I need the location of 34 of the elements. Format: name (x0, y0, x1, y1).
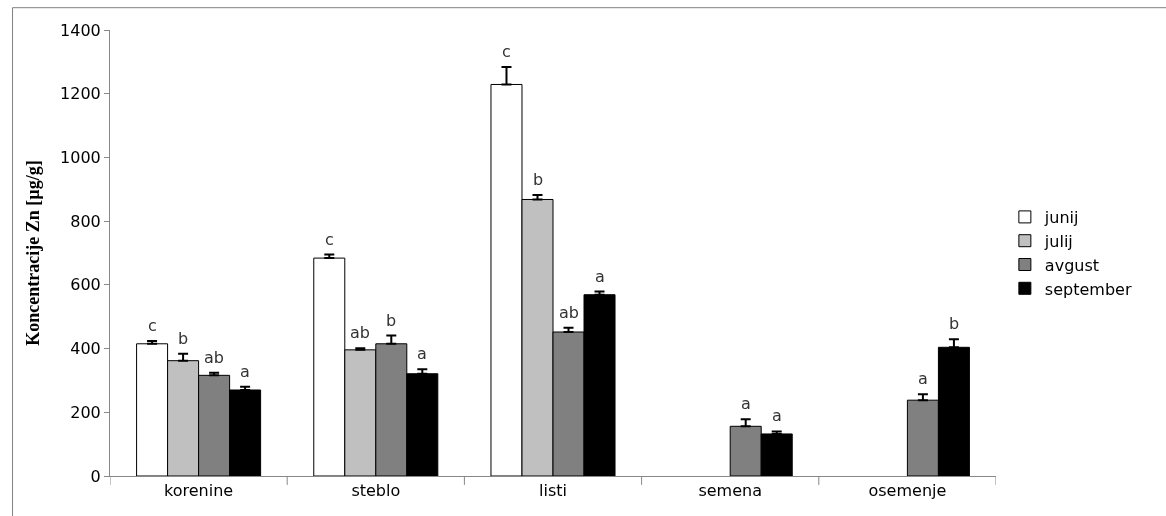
y-tick-label: 200 (70, 402, 101, 422)
data-label: b (178, 329, 189, 348)
y-tick-label: 1400 (60, 20, 101, 40)
data-label: c (502, 42, 511, 61)
y-tick-label: 0 (90, 466, 101, 486)
y-axis-title: Koncentracije Zn [µg/g] (23, 160, 44, 346)
data-label: ab (350, 323, 370, 342)
data-label: ab (204, 348, 224, 367)
legend-label: julij (1043, 231, 1073, 251)
data-label: a (595, 267, 605, 286)
data-label: c (325, 230, 334, 249)
data-label: a (918, 369, 928, 388)
legend-label: junij (1043, 208, 1079, 228)
x-tick-label: korenine (164, 481, 234, 501)
x-tick-label: semena (698, 481, 762, 501)
data-label: a (417, 344, 427, 363)
legend-label: avgust (1044, 255, 1100, 275)
legend-label: september (1044, 279, 1132, 299)
data-label: c (148, 316, 157, 335)
y-tick-label: 400 (70, 339, 101, 359)
data-label: b (386, 311, 397, 330)
x-tick-label: steblo (351, 481, 401, 501)
data-label: a (772, 406, 782, 425)
data-label: b (533, 170, 544, 189)
y-tick-label: 1000 (60, 148, 101, 168)
data-label: b (949, 314, 960, 333)
data-label: a (741, 394, 751, 413)
data-label: a (240, 362, 250, 381)
x-tick-label: listi (539, 481, 567, 501)
data-label: ab (559, 303, 579, 322)
y-tick-label: 800 (70, 211, 101, 231)
y-tick-label: 1200 (60, 84, 101, 104)
y-tick-label: 600 (70, 275, 101, 295)
x-tick-label: osemenje (868, 481, 947, 501)
